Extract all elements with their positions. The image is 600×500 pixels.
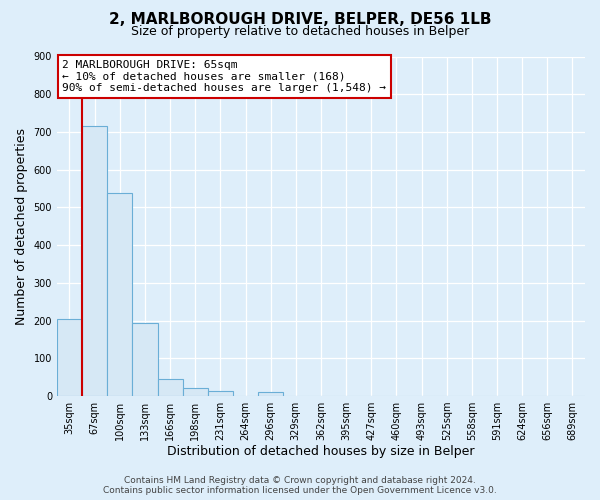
Y-axis label: Number of detached properties: Number of detached properties xyxy=(15,128,28,324)
Bar xyxy=(182,388,208,396)
Text: 2 MARLBOROUGH DRIVE: 65sqm
← 10% of detached houses are smaller (168)
90% of sem: 2 MARLBOROUGH DRIVE: 65sqm ← 10% of deta… xyxy=(62,60,386,93)
Bar xyxy=(208,390,233,396)
Bar xyxy=(258,392,283,396)
Text: Size of property relative to detached houses in Belper: Size of property relative to detached ho… xyxy=(131,25,469,38)
X-axis label: Distribution of detached houses by size in Belper: Distribution of detached houses by size … xyxy=(167,444,475,458)
Bar xyxy=(57,320,82,396)
Text: Contains HM Land Registry data © Crown copyright and database right 2024.
Contai: Contains HM Land Registry data © Crown c… xyxy=(103,476,497,495)
Bar xyxy=(133,323,158,396)
Bar xyxy=(158,378,182,396)
Bar xyxy=(107,194,133,396)
Text: 2, MARLBOROUGH DRIVE, BELPER, DE56 1LB: 2, MARLBOROUGH DRIVE, BELPER, DE56 1LB xyxy=(109,12,491,28)
Bar xyxy=(82,126,107,396)
